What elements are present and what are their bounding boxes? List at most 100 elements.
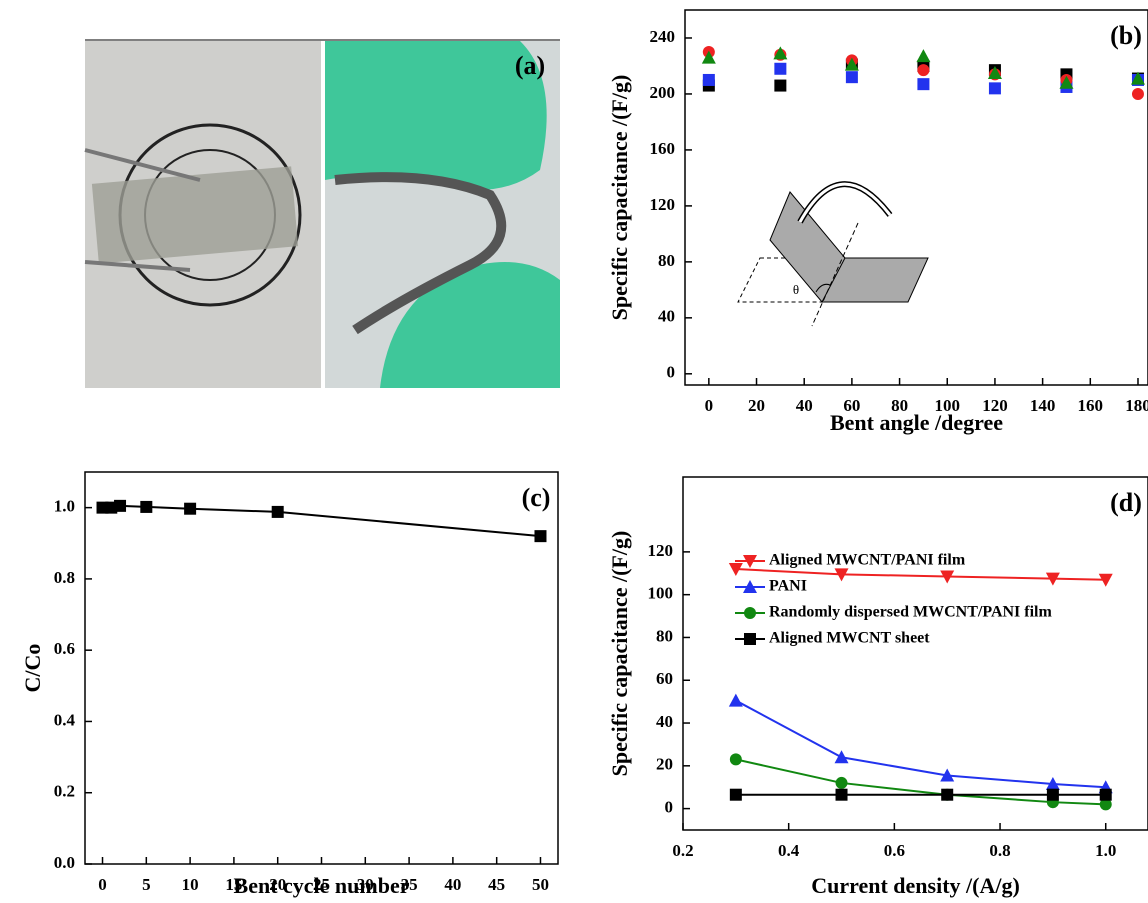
legend-label: Randomly dispersed MWCNT/PANI film	[769, 604, 1052, 621]
marker	[728, 562, 743, 576]
bent-plane	[769, 191, 846, 303]
marker	[729, 753, 742, 766]
panel: 0 5 10 15 20 25 30 35 40 45 50 0.0 0.2 0.4 0.6 0.8 1.0 Be…	[20, 471, 559, 898]
y-tick-label: 0.4	[54, 710, 76, 729]
marker	[834, 568, 849, 582]
y-tick-label: 120	[648, 541, 674, 560]
y-tick-label: 240	[650, 27, 676, 46]
y-tick-label: 0.8	[54, 568, 75, 587]
x-tick-label: 0	[98, 875, 107, 894]
x-tick-label: 50	[532, 875, 549, 894]
plot-frame	[684, 9, 1148, 386]
y-tick-label: 160	[650, 139, 676, 158]
y-tick-label: 40	[656, 712, 673, 731]
x-axis-label: Current density /(A/g)	[811, 873, 1020, 898]
x-tick-label: 0	[705, 396, 714, 415]
x-axis-label: Bent cycle number	[234, 873, 410, 898]
marker	[940, 768, 955, 782]
y-tick-label: 200	[650, 83, 676, 102]
x-tick-label: 120	[982, 396, 1008, 415]
x-tick-label: 0.6	[884, 841, 905, 860]
legend-marker	[744, 607, 756, 619]
legend-label: Aligned MWCNT sheet	[769, 630, 930, 647]
marker	[1045, 572, 1060, 586]
marker	[940, 570, 955, 584]
x-tick-label: 45	[488, 875, 505, 894]
photo-panel: (a)	[84, 39, 560, 388]
marker	[140, 500, 153, 513]
marker	[1045, 777, 1060, 791]
y-tick-label: 1.0	[54, 497, 75, 516]
x-tick-label: 40	[796, 396, 813, 415]
y-axis-label: Specific capacitance /(F/g)	[607, 75, 632, 321]
panel: 0 20 40 60 80 100 120 140 160 180 0 40 80 120 160 200 24…	[607, 9, 1148, 435]
marker	[834, 750, 849, 764]
x-tick-label: 0.2	[672, 841, 693, 860]
marker	[774, 79, 787, 92]
y-tick-label: 120	[650, 195, 676, 214]
x-axis-label: Bent angle /degree	[830, 410, 1003, 435]
y-tick-label: 40	[658, 307, 675, 326]
y-axis-label: Specific capacitance /(F/g)	[607, 531, 632, 777]
panel-label: (d)	[1110, 488, 1142, 517]
plot-frame	[682, 476, 1148, 831]
x-tick-label: 180	[1125, 396, 1148, 415]
panel-label: (b)	[1110, 21, 1142, 50]
legend-label: PANI	[769, 578, 807, 595]
x-tick-label: 1.0	[1095, 841, 1116, 860]
marker	[184, 502, 197, 515]
marker	[845, 71, 858, 84]
angle-label: θ	[793, 282, 799, 297]
bent-film	[334, 172, 507, 335]
marker	[1046, 788, 1059, 801]
series-line	[735, 699, 1106, 789]
tweezer	[84, 260, 191, 272]
x-tick-label: 60	[843, 396, 860, 415]
legend-marker	[743, 555, 757, 568]
marker	[1059, 75, 1074, 89]
marker	[835, 788, 848, 801]
marker	[1098, 573, 1113, 587]
tweezer	[84, 148, 201, 182]
y-tick-label: 80	[656, 626, 673, 645]
marker	[835, 776, 848, 789]
x-tick-label: 35	[401, 875, 418, 894]
y-tick-label: 0	[667, 363, 676, 382]
y-tick-label: 0.0	[54, 853, 75, 872]
film	[91, 166, 299, 264]
x-tick-label: 25	[313, 875, 330, 894]
panel-label: (c)	[522, 483, 551, 512]
marker	[844, 57, 859, 71]
x-tick-label: 80	[891, 396, 908, 415]
marker	[1099, 788, 1112, 801]
series-line	[102, 504, 541, 538]
x-tick-label: 160	[1078, 396, 1104, 415]
y-tick-label: 80	[658, 251, 675, 270]
x-tick-label: 30	[357, 875, 374, 894]
y-tick-label: 0.2	[54, 782, 75, 801]
marker	[916, 49, 931, 63]
legend-marker	[743, 580, 757, 593]
marker	[917, 78, 930, 91]
marker	[917, 64, 930, 77]
marker	[1099, 798, 1112, 811]
legend-label: Aligned MWCNT/PANI film	[769, 552, 966, 569]
x-tick-label: 15	[225, 875, 242, 894]
legend-marker	[744, 633, 756, 645]
x-tick-label: 140	[1030, 396, 1056, 415]
marker	[271, 505, 284, 518]
marker	[729, 788, 742, 801]
angle-arc	[815, 283, 831, 293]
marker	[988, 82, 1001, 95]
marker	[728, 693, 743, 707]
marker	[773, 46, 788, 60]
y-tick-label: 0.6	[54, 639, 75, 658]
marker	[701, 50, 716, 64]
marker	[941, 788, 954, 801]
y-axis-label: C/Co	[20, 644, 45, 693]
marker	[774, 62, 787, 75]
marker	[534, 530, 547, 543]
bend-inset: θ	[737, 181, 929, 327]
